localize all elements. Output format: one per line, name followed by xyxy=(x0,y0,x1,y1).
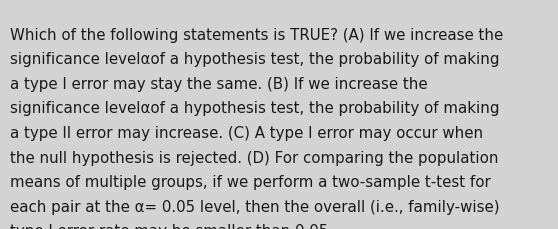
Text: each pair at the α= 0.05 level, then the overall (i.e., family-wise): each pair at the α= 0.05 level, then the… xyxy=(10,199,499,214)
Text: significance levelαof a hypothesis test, the probability of making: significance levelαof a hypothesis test,… xyxy=(10,101,499,116)
Text: means of multiple groups, if we perform a two-sample t-test for: means of multiple groups, if we perform … xyxy=(10,174,491,189)
Text: the null hypothesis is rejected. (D) For comparing the population: the null hypothesis is rejected. (D) For… xyxy=(10,150,498,165)
Text: Which of the following statements is TRUE? (A) If we increase the: Which of the following statements is TRU… xyxy=(10,27,503,42)
Text: type I error rate may be smaller than 0.05.: type I error rate may be smaller than 0.… xyxy=(10,224,333,229)
Text: a type II error may increase. (C) A type I error may occur when: a type II error may increase. (C) A type… xyxy=(10,125,483,140)
Text: a type I error may stay the same. (B) If we increase the: a type I error may stay the same. (B) If… xyxy=(10,76,427,91)
Text: significance levelαof a hypothesis test, the probability of making: significance levelαof a hypothesis test,… xyxy=(10,52,499,67)
